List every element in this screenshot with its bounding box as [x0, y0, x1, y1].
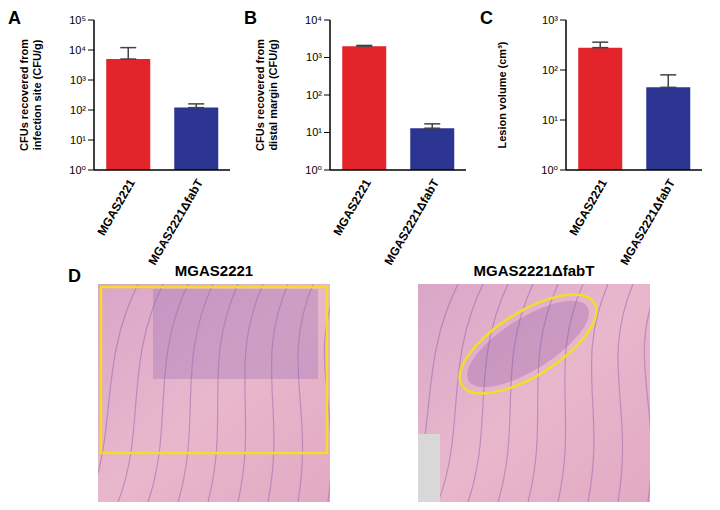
svg-text:10¹: 10¹: [70, 134, 86, 146]
svg-text:CFUs recovered fromdistal marg: CFUs recovered fromdistal margin (CFU/g): [254, 39, 279, 151]
svg-text:10²: 10²: [70, 104, 86, 116]
svg-text:10²: 10²: [306, 89, 322, 101]
svg-text:10³: 10³: [70, 74, 86, 86]
svg-text:MGAS2221: MGAS2221: [331, 176, 375, 238]
html-text:C: C: [480, 8, 493, 28]
svg-text:10⁰: 10⁰: [69, 164, 86, 176]
svg-text:MGAS2221ΔfabT: MGAS2221ΔfabT: [146, 176, 207, 267]
svg-text:10¹: 10¹: [306, 126, 322, 138]
svg-text:MGAS2221: MGAS2221: [567, 176, 611, 238]
svg-text:MGAS2221ΔfabT: MGAS2221ΔfabT: [618, 176, 679, 267]
svg-text:10³: 10³: [542, 14, 558, 26]
html-text:MGAS2221ΔfabT: MGAS2221ΔfabT: [473, 262, 595, 279]
html-text:B: B: [244, 8, 257, 28]
html-text:A: A: [8, 8, 21, 28]
svg-text:10³: 10³: [306, 51, 322, 63]
html-text:D: D: [68, 266, 81, 286]
svg-text:10⁰: 10⁰: [305, 164, 322, 176]
svg-text:10²: 10²: [542, 64, 558, 76]
svg-text:MGAS2221ΔfabT: MGAS2221ΔfabT: [382, 176, 443, 267]
svg-text:MGAS2221: MGAS2221: [95, 176, 139, 238]
svg-text:10⁰: 10⁰: [541, 164, 558, 176]
svg-text:10⁵: 10⁵: [69, 14, 86, 26]
svg-text:CFUs recovered frominfection s: CFUs recovered frominfection site (CFU/g…: [18, 39, 43, 151]
svg-text:Lesion volume (cm³): Lesion volume (cm³): [496, 41, 508, 148]
svg-text:10¹: 10¹: [542, 114, 558, 126]
html-text:MGAS2221: MGAS2221: [174, 262, 254, 279]
svg-text:10⁴: 10⁴: [305, 14, 322, 26]
svg-text:10⁴: 10⁴: [69, 44, 86, 56]
